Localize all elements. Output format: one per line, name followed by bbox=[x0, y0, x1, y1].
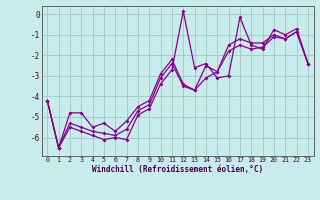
X-axis label: Windchill (Refroidissement éolien,°C): Windchill (Refroidissement éolien,°C) bbox=[92, 165, 263, 174]
